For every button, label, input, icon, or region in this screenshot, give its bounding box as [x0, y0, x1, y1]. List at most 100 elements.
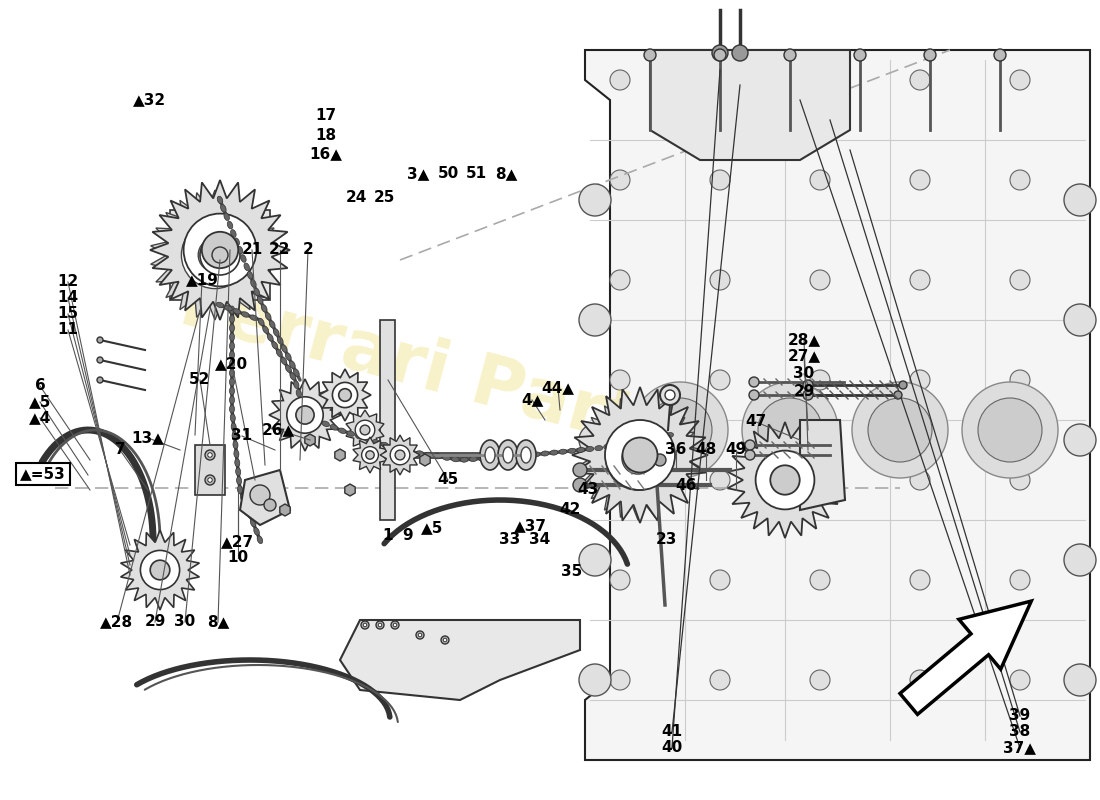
- Ellipse shape: [230, 387, 234, 395]
- Ellipse shape: [416, 450, 424, 456]
- Ellipse shape: [250, 315, 257, 320]
- Polygon shape: [650, 50, 850, 160]
- Polygon shape: [151, 190, 279, 320]
- Circle shape: [978, 398, 1042, 462]
- Ellipse shape: [241, 312, 249, 318]
- Text: 36: 36: [666, 442, 686, 458]
- Text: 52: 52: [189, 373, 211, 387]
- Circle shape: [332, 382, 358, 408]
- Circle shape: [742, 382, 838, 478]
- Circle shape: [648, 398, 712, 462]
- Circle shape: [623, 438, 658, 473]
- Ellipse shape: [621, 441, 629, 446]
- Circle shape: [1064, 304, 1096, 336]
- Polygon shape: [344, 484, 355, 496]
- Circle shape: [579, 424, 610, 456]
- Ellipse shape: [241, 254, 246, 262]
- Text: ▲5: ▲5: [29, 394, 52, 410]
- Circle shape: [749, 377, 759, 387]
- Circle shape: [1064, 424, 1096, 456]
- Text: 3▲: 3▲: [407, 166, 429, 182]
- Ellipse shape: [238, 246, 243, 254]
- Text: 24: 24: [345, 190, 366, 206]
- Text: 14: 14: [57, 290, 78, 306]
- Ellipse shape: [230, 306, 234, 314]
- Circle shape: [610, 170, 630, 190]
- Circle shape: [632, 382, 728, 478]
- Circle shape: [810, 270, 830, 290]
- Text: ▲32: ▲32: [133, 93, 166, 107]
- Circle shape: [610, 270, 630, 290]
- Ellipse shape: [532, 452, 540, 457]
- Ellipse shape: [280, 357, 287, 365]
- Text: 49: 49: [725, 442, 747, 458]
- Ellipse shape: [248, 511, 253, 518]
- Text: ▲19: ▲19: [186, 273, 219, 287]
- Ellipse shape: [258, 318, 264, 326]
- Text: 30: 30: [793, 366, 815, 382]
- Ellipse shape: [230, 405, 234, 413]
- Polygon shape: [576, 396, 700, 520]
- Circle shape: [924, 49, 936, 61]
- Circle shape: [610, 70, 630, 90]
- Circle shape: [810, 370, 830, 390]
- Ellipse shape: [230, 378, 234, 386]
- Ellipse shape: [516, 440, 536, 470]
- Ellipse shape: [330, 425, 338, 430]
- Circle shape: [390, 445, 410, 465]
- Ellipse shape: [224, 306, 232, 311]
- Circle shape: [264, 499, 276, 511]
- Circle shape: [1010, 270, 1030, 290]
- Ellipse shape: [586, 446, 594, 451]
- Circle shape: [1064, 544, 1096, 576]
- Circle shape: [610, 670, 630, 690]
- Circle shape: [361, 621, 368, 629]
- Ellipse shape: [666, 433, 673, 438]
- Circle shape: [803, 380, 813, 390]
- Ellipse shape: [505, 454, 513, 459]
- Text: 13▲: 13▲: [132, 430, 164, 446]
- Circle shape: [355, 420, 375, 440]
- Ellipse shape: [339, 428, 346, 434]
- Ellipse shape: [277, 337, 283, 344]
- Circle shape: [141, 550, 179, 590]
- Text: ▲=53: ▲=53: [20, 466, 66, 482]
- Text: 33: 33: [499, 533, 520, 547]
- Circle shape: [854, 49, 866, 61]
- Ellipse shape: [381, 442, 388, 448]
- Ellipse shape: [230, 360, 234, 368]
- Text: 2: 2: [302, 242, 313, 258]
- Ellipse shape: [639, 438, 647, 442]
- Circle shape: [390, 621, 399, 629]
- Circle shape: [621, 442, 654, 474]
- Polygon shape: [727, 422, 843, 538]
- Circle shape: [654, 454, 666, 466]
- Circle shape: [1010, 370, 1030, 390]
- Circle shape: [200, 235, 240, 275]
- Ellipse shape: [230, 315, 234, 323]
- Circle shape: [1010, 170, 1030, 190]
- Text: 43: 43: [578, 482, 598, 498]
- Ellipse shape: [276, 350, 283, 357]
- Text: 47: 47: [746, 414, 767, 430]
- Circle shape: [182, 222, 249, 289]
- Text: 22: 22: [270, 242, 290, 258]
- Circle shape: [710, 270, 730, 290]
- Ellipse shape: [285, 365, 292, 372]
- Circle shape: [803, 390, 813, 400]
- Ellipse shape: [576, 447, 585, 453]
- Ellipse shape: [451, 457, 460, 462]
- Polygon shape: [353, 437, 387, 473]
- Circle shape: [610, 570, 630, 590]
- Circle shape: [994, 49, 1006, 61]
- Ellipse shape: [541, 451, 549, 456]
- Circle shape: [1064, 184, 1096, 216]
- Circle shape: [732, 45, 748, 61]
- Ellipse shape: [262, 305, 267, 312]
- Ellipse shape: [217, 302, 223, 308]
- Ellipse shape: [559, 449, 566, 454]
- Text: 30: 30: [175, 614, 196, 630]
- Circle shape: [712, 45, 728, 61]
- Circle shape: [910, 70, 930, 90]
- Ellipse shape: [285, 353, 292, 360]
